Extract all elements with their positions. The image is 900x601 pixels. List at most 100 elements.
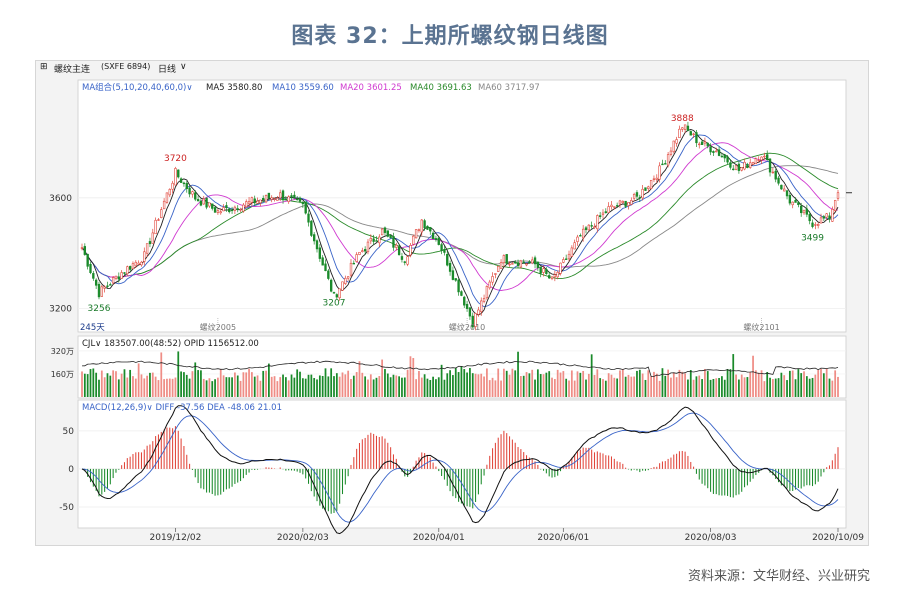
- volume-bar: [273, 376, 276, 397]
- volume-bar: [284, 377, 287, 397]
- volume-bar: [607, 373, 610, 397]
- volume-bar: [641, 373, 644, 397]
- volume-bar: [95, 372, 98, 397]
- candle-body: [327, 270, 330, 279]
- volume-bar: [681, 371, 684, 397]
- candle-body: [222, 207, 225, 212]
- candle-body: [313, 234, 316, 242]
- candle-body: [140, 261, 143, 266]
- volume-bar: [211, 381, 214, 397]
- period-selector[interactable]: 日线: [158, 65, 177, 75]
- volume-bar: [715, 378, 718, 397]
- ma5-line: [81, 129, 839, 316]
- candle-body: [349, 262, 353, 276]
- candle-body: [276, 197, 279, 201]
- volume-bar: [307, 374, 310, 397]
- volume-bar: [701, 379, 703, 397]
- candle-body: [111, 277, 115, 284]
- candle-body: [655, 177, 658, 180]
- volume-bar: [570, 370, 573, 397]
- volume-bar: [183, 372, 185, 397]
- candle-body: [157, 219, 160, 221]
- volume-bar: [381, 359, 384, 397]
- volume-bar: [491, 377, 494, 397]
- volume-bar: [437, 377, 440, 397]
- candle-body: [624, 200, 627, 207]
- candle-body: [143, 251, 146, 262]
- volume-bar: [208, 378, 211, 397]
- candle-body: [596, 215, 599, 230]
- chart-type-icon[interactable]: ⊞: [40, 62, 48, 72]
- volume-bar: [576, 371, 579, 397]
- volume-bar: [180, 371, 182, 397]
- volume-bar: [197, 370, 199, 397]
- volume-bar: [817, 370, 820, 397]
- chevron-down-icon[interactable]: ∨: [180, 62, 187, 72]
- volume-bar: [712, 378, 715, 397]
- volume-bar: [726, 369, 729, 397]
- volume-bar: [270, 376, 273, 397]
- candle-body: [372, 238, 375, 242]
- volume-bar: [276, 381, 279, 397]
- candle-body: [440, 244, 443, 251]
- volume-bar: [735, 374, 737, 397]
- candle-body: [833, 200, 837, 211]
- ma-legend-ma40: MA40 3691.63: [410, 83, 472, 93]
- candle-body: [273, 198, 276, 200]
- volume-bar: [151, 372, 154, 397]
- candle-body: [621, 200, 624, 204]
- symbol-name[interactable]: 螺纹主连: [54, 65, 91, 75]
- diff-line: [81, 405, 839, 535]
- candle-body: [465, 303, 469, 309]
- volume-bar: [429, 379, 432, 397]
- bars-count-label: 245天: [80, 323, 105, 333]
- volume-bar: [324, 368, 327, 397]
- volume-bar: [106, 373, 109, 397]
- candle-body: [734, 165, 738, 170]
- volume-bar: [500, 380, 502, 397]
- candle-body: [434, 238, 438, 241]
- candle-body: [828, 215, 831, 220]
- candle-body: [766, 154, 769, 160]
- volume-bar: [828, 378, 831, 397]
- volume-bar: [412, 358, 415, 397]
- candle-body: [338, 288, 341, 299]
- symbol-code: (SXFE 6894): [101, 62, 151, 71]
- candle-body: [219, 211, 222, 214]
- volume-bar: [548, 371, 551, 397]
- volume-bar: [483, 376, 485, 397]
- candle-body: [400, 256, 404, 260]
- volume-bar: [109, 375, 112, 397]
- candle-body: [89, 263, 92, 273]
- candle-body: [819, 217, 823, 224]
- price-annotation-high: 3720: [164, 154, 187, 164]
- candle-body: [151, 232, 154, 244]
- candle-body: [199, 200, 203, 206]
- volume-bar: [797, 369, 800, 397]
- candle-body: [117, 276, 120, 280]
- volume-bar: [539, 374, 542, 397]
- volume-bar: [553, 379, 556, 397]
- volume-bar: [358, 361, 361, 397]
- candle-body: [573, 242, 576, 250]
- candle-body: [740, 167, 743, 171]
- price-annotation-high: 3888: [671, 114, 694, 124]
- volume-bar: [440, 364, 443, 397]
- volume-bar: [794, 379, 797, 397]
- candle-body: [380, 228, 384, 236]
- candle-body: [562, 259, 565, 263]
- volume-bar: [126, 377, 129, 397]
- volume-bar: [384, 369, 386, 397]
- volume-bar: [616, 378, 619, 397]
- volume-bar: [638, 369, 641, 397]
- candle-body: [446, 253, 449, 266]
- volume-bar: [420, 377, 423, 397]
- volume-bar: [494, 380, 497, 397]
- candle-body: [225, 205, 228, 209]
- volume-bar: [432, 376, 434, 397]
- volume-bar: [389, 377, 392, 397]
- candle-body: [522, 261, 525, 264]
- candle-body: [83, 246, 87, 255]
- candle-body: [307, 213, 310, 223]
